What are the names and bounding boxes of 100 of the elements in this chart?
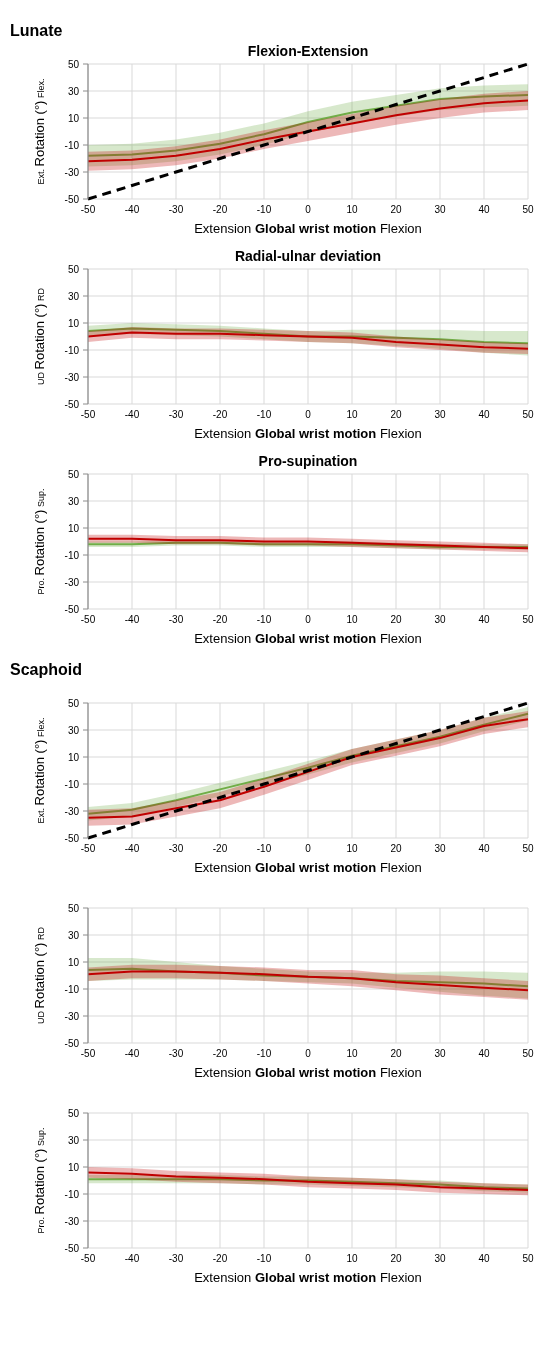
x-tick-label: 50 [522,1048,534,1059]
y-tick-label: 30 [67,724,80,736]
y-tick-label: -30 [64,371,80,383]
x-tick-label: 30 [434,409,446,420]
x-tick-label: 0 [305,409,312,420]
x-tick-label: -40 [124,204,140,215]
y-tick-label: 30 [67,929,80,941]
line-series [87,331,529,350]
x-tick-label: -20 [212,1048,228,1059]
y-tick-label: 30 [67,290,80,302]
chart-title: Radial-ulnar deviation [234,248,382,264]
x-tick-label: 0 [305,614,312,625]
x-tick-label: -40 [124,614,140,625]
y-tick-label: 10 [67,112,80,124]
x-tick-label: 30 [434,614,446,625]
x-axis-title: Extension Global wrist motion Flexion [194,860,422,875]
x-axis-title: Extension Global wrist motion Flexion [194,1270,422,1285]
x-tick-label: 20 [390,204,402,215]
x-tick-label: 20 [390,1048,402,1059]
y-tick-label: -10 [64,549,80,561]
y-axis-title: UD Rotation (°) RD [32,287,47,385]
x-axis-title: Extension Global wrist motion Flexion [194,1065,422,1080]
y-tick-label: 30 [67,1134,80,1146]
x-axis-title: Extension Global wrist motion Flexion [194,631,422,646]
text: Scaphoid [10,661,83,678]
x-tick-label: 40 [478,1253,490,1264]
x-tick-label: 30 [434,204,446,215]
x-tick-label: -20 [212,614,228,625]
x-tick-label: 40 [478,614,490,625]
x-tick-label: -10 [256,614,272,625]
y-tick-label: -50 [64,1242,80,1254]
x-tick-label: 10 [346,204,358,215]
x-tick-label: 30 [434,1048,446,1059]
y-tick-label: -30 [64,576,80,588]
y-tick-label: -10 [64,778,80,790]
y-tick-label: 10 [67,956,80,968]
y-tick-label: 50 [67,697,80,709]
y-axis-title: Ext. Rotation (°) Flex. [32,78,47,185]
text: Lunate [10,22,63,39]
x-tick-label: -20 [212,843,228,854]
y-tick-label: -10 [64,983,80,995]
x-tick-label: 20 [390,843,402,854]
y-tick-label: 10 [67,751,80,763]
y-tick-label: 50 [67,1107,80,1119]
x-tick-label: 20 [390,614,402,625]
y-axis-title: Ext. Rotation (°) Flex. [32,717,47,824]
y-tick-label: -50 [64,1037,80,1049]
x-tick-label: 40 [478,409,490,420]
y-axis-title: UD Rotation (°) RD [32,926,47,1024]
x-tick-label: -30 [168,1048,184,1059]
x-tick-label: 50 [522,1253,534,1264]
x-tick-label: 40 [478,204,490,215]
x-tick-label: -30 [168,204,184,215]
x-tick-label: -50 [80,1048,96,1059]
x-tick-label: -40 [124,843,140,854]
x-tick-label: 50 [522,409,534,420]
y-axis-title: Pro. Rotation (°) Sup. [32,1127,47,1234]
x-tick-label: 10 [346,409,358,420]
x-tick-label: 0 [305,1253,312,1264]
x-tick-label: 50 [522,843,534,854]
x-tick-label: 20 [390,409,402,420]
y-tick-label: -10 [64,344,80,356]
chart-title: Pro-supination [258,453,358,469]
x-tick-label: 10 [346,1048,358,1059]
x-axis-title: Extension Global wrist motion Flexion [194,221,422,236]
line-series [86,701,530,840]
line-series [87,327,529,345]
y-tick-label: -30 [64,1215,80,1227]
x-tick-label: -20 [212,204,228,215]
y-tick-label: -50 [64,832,80,844]
chart-title: Flexion-Extension [247,43,369,59]
x-tick-label: -20 [212,409,228,420]
x-tick-label: 20 [390,1253,402,1264]
y-tick-label: 50 [67,58,80,70]
x-tick-label: -20 [212,1253,228,1264]
x-tick-label: 30 [434,843,446,854]
x-tick-label: -40 [124,1048,140,1059]
x-tick-label: -30 [168,1253,184,1264]
y-tick-label: 30 [67,495,80,507]
y-tick-label: 50 [67,263,80,275]
x-tick-label: 40 [478,843,490,854]
x-tick-label: 50 [522,614,534,625]
x-tick-label: -50 [80,843,96,854]
x-tick-label: -10 [256,843,272,854]
x-tick-label: 10 [346,614,358,625]
x-tick-label: -10 [256,1048,272,1059]
x-tick-label: 0 [305,204,312,215]
x-tick-label: -50 [80,1253,96,1264]
x-tick-label: -30 [168,409,184,420]
x-tick-label: -40 [124,409,140,420]
x-tick-label: -30 [168,843,184,854]
x-tick-label: 30 [434,1253,446,1264]
x-tick-label: -30 [168,614,184,625]
x-tick-label: -50 [80,409,96,420]
y-tick-label: -50 [64,398,80,410]
y-tick-label: 50 [67,468,80,480]
x-tick-label: 10 [346,1253,358,1264]
x-tick-label: 0 [305,1048,312,1059]
y-tick-label: 10 [67,317,80,329]
x-tick-label: -50 [80,204,96,215]
